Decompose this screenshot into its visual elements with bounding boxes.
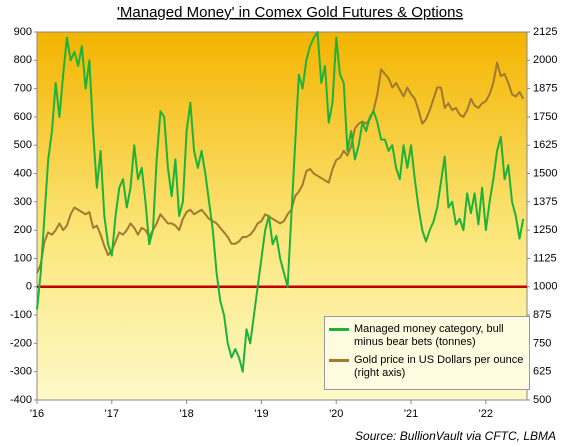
x-tick-label: '18 — [179, 408, 193, 420]
y2-tick-label: 1625 — [533, 139, 557, 151]
y-tick-label: 800 — [14, 54, 32, 66]
y2-tick-label: 2000 — [533, 54, 557, 66]
y2-tick-label: 1875 — [533, 83, 557, 95]
series-line — [36, 61, 525, 274]
x-tick-label: '22 — [479, 408, 493, 420]
chart-title: 'Managed Money' in Comex Gold Futures & … — [117, 4, 463, 21]
y2-tick-label: 1375 — [533, 196, 557, 208]
x-tick-label: '17 — [105, 408, 119, 420]
y-tick-label: 700 — [14, 83, 32, 95]
y-tick-label: -400 — [10, 394, 32, 406]
legend: Managed money category, bull minus bear … — [324, 316, 530, 390]
y-tick-label: -300 — [10, 366, 32, 378]
x-tick-label: '19 — [254, 408, 268, 420]
y2-tick-label: 500 — [533, 394, 551, 406]
legend-item: Gold price in US Dollars per ounce (righ… — [329, 354, 525, 380]
y-tick-label: 500 — [14, 139, 32, 151]
y-tick-label: 600 — [14, 111, 32, 123]
y-tick-label: -100 — [10, 309, 32, 321]
x-tick-label: '20 — [329, 408, 343, 420]
x-tick-label: '21 — [404, 408, 418, 420]
y2-tick-label: 1000 — [533, 281, 557, 293]
y2-tick-label: 875 — [533, 309, 551, 321]
y2-tick-label: 1125 — [533, 252, 557, 264]
y2-tick-label: 1250 — [533, 224, 557, 236]
y-tick-label: 400 — [14, 167, 32, 179]
source: Source: BullionVault via CFTC, LBMA — [355, 429, 556, 443]
y2-tick-label: 1750 — [533, 111, 557, 123]
y2-tick-label: 1500 — [533, 167, 557, 179]
y2-tick-label: 2125 — [533, 26, 557, 38]
y-tick-label: 200 — [14, 224, 32, 236]
legend-label: Gold price in US Dollars per ounce (righ… — [354, 354, 524, 379]
y2-tick-label: 750 — [533, 337, 551, 349]
y-tick-label: 300 — [14, 196, 32, 208]
y2-tick-label: 625 — [533, 366, 551, 378]
y-tick-label: 900 — [14, 26, 32, 38]
legend-swatch — [329, 359, 349, 362]
y-tick-label: 0 — [26, 281, 32, 293]
legend-item: Managed money category, bull minus bear … — [329, 323, 525, 349]
legend-swatch — [329, 328, 349, 331]
y-tick-label: -200 — [10, 337, 32, 349]
x-tick-label: '16 — [30, 408, 44, 420]
legend-label: Managed money category, bull minus bear … — [354, 323, 504, 348]
y-tick-label: 100 — [14, 252, 32, 264]
series-line — [36, 31, 525, 373]
